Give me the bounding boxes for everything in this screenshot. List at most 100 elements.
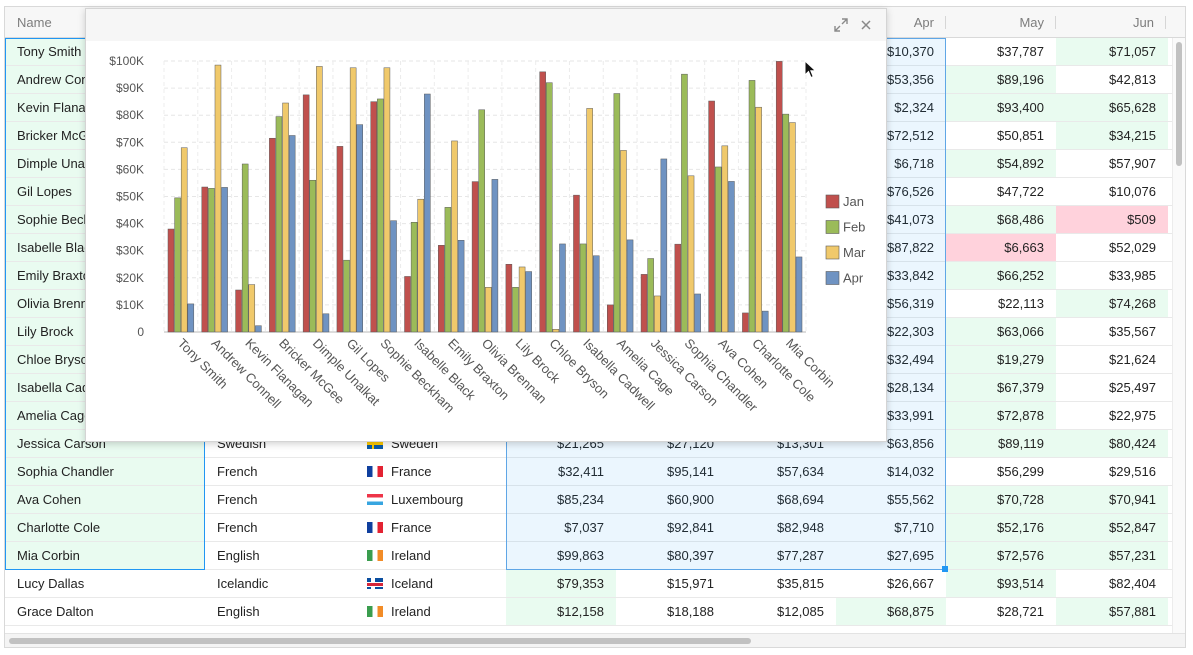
cell-apr[interactable]: $68,875 <box>836 598 946 625</box>
cell-may[interactable]: $63,066 <box>946 318 1056 345</box>
cell-apr[interactable]: $33,991 <box>887 408 934 423</box>
cell-name[interactable]: Lucy Dallas <box>17 576 85 591</box>
cell-name[interactable]: Charlotte Cole <box>5 514 205 541</box>
cell-apr[interactable]: $6,718 <box>894 156 934 171</box>
cell-mar[interactable]: $12,085 <box>777 604 824 619</box>
cell-feb[interactable]: $92,841 <box>667 520 714 535</box>
cell-apr[interactable]: $27,695 <box>887 548 934 563</box>
vertical-scrollbar[interactable] <box>1172 38 1185 633</box>
cell-jun[interactable]: $57,907 <box>1109 156 1156 171</box>
cell-jun[interactable]: $74,268 <box>1056 290 1168 317</box>
cell-jun[interactable]: $42,813 <box>1109 72 1156 87</box>
cell-mar[interactable]: $82,948 <box>777 520 824 535</box>
cell-name[interactable]: Grace Dalton <box>17 604 94 619</box>
cell-may[interactable]: $93,514 <box>946 570 1056 597</box>
cell-apr[interactable]: $2,324 <box>894 100 934 115</box>
cell-may[interactable]: $52,176 <box>946 514 1056 541</box>
cell-jan[interactable]: $32,411 <box>557 464 604 479</box>
cell-jun[interactable]: $52,847 <box>1056 514 1168 541</box>
cell-apr[interactable]: $7,710 <box>894 520 934 535</box>
cell-may[interactable]: $22,113 <box>997 296 1044 311</box>
cell-jun[interactable]: $57,881 <box>1056 598 1168 625</box>
cell-apr[interactable]: $72,512 <box>887 128 934 143</box>
cell-may[interactable]: $70,728 <box>946 486 1056 513</box>
cell-language[interactable]: French <box>217 520 258 535</box>
cell-may[interactable]: $50,851 <box>997 128 1044 143</box>
cell-jun[interactable]: $22,975 <box>1109 408 1156 423</box>
cell-name[interactable]: Ava Cohen <box>5 486 205 513</box>
cell-language[interactable]: French <box>217 464 258 479</box>
cell-jun[interactable]: $35,567 <box>1109 324 1156 339</box>
cell-jun[interactable]: $70,941 <box>1056 486 1168 513</box>
cell-may[interactable]: $56,299 <box>997 464 1044 479</box>
cell-jun[interactable]: $509 <box>1056 206 1168 233</box>
cell-apr[interactable]: $28,134 <box>887 380 934 395</box>
cell-mar[interactable]: $68,694 <box>777 492 824 507</box>
cell-jun[interactable]: $21,624 <box>1109 352 1156 367</box>
table-row[interactable]: Lucy Dallas Icelandic Iceland $79,353 $15,97… <box>5 570 1185 598</box>
cell-may[interactable]: $6,663 <box>946 234 1056 261</box>
cell-may[interactable]: $72,878 <box>946 402 1056 429</box>
cell-may[interactable]: $89,119 <box>946 430 1056 457</box>
cell-jun[interactable]: $25,497 <box>1109 380 1156 395</box>
expand-icon[interactable] <box>832 16 850 34</box>
cell-may[interactable]: $66,252 <box>946 262 1056 289</box>
cell-jan[interactable]: $12,158 <box>506 598 616 625</box>
cell-language[interactable]: French <box>217 492 258 507</box>
cell-apr[interactable]: $14,032 <box>887 464 934 479</box>
cell-may[interactable]: $54,892 <box>946 150 1056 177</box>
cell-mar[interactable]: $77,287 <box>777 548 824 563</box>
cell-apr[interactable]: $55,562 <box>887 492 934 507</box>
cell-name[interactable]: Sophia Chandler <box>5 458 205 485</box>
cell-language[interactable]: Icelandic <box>217 576 269 591</box>
cell-country[interactable]: France <box>355 514 506 541</box>
cell-feb[interactable]: $60,900 <box>667 492 714 507</box>
table-row[interactable]: Mia Corbin English Ireland $99,863 $80,397 $7… <box>5 542 1185 570</box>
cell-may[interactable]: $37,787 <box>997 44 1044 59</box>
cell-jan[interactable]: $85,234 <box>557 492 604 507</box>
horizontal-scroll-thumb[interactable] <box>9 638 751 644</box>
cell-country[interactable]: France <box>355 458 506 485</box>
cell-jun[interactable]: $52,029 <box>1109 240 1156 255</box>
column-header-jun[interactable]: Jun <box>1056 7 1166 38</box>
cell-may[interactable]: $72,576 <box>946 542 1056 569</box>
cell-jan[interactable]: $79,353 <box>506 570 616 597</box>
cell-jun[interactable]: $65,628 <box>1056 94 1168 121</box>
cell-apr[interactable]: $26,667 <box>887 576 934 591</box>
column-header-apr[interactable]: Apr <box>836 7 946 38</box>
chart-dialog-titlebar[interactable] <box>86 9 886 41</box>
table-row[interactable]: Sophia Chandler French France $32,411 $95,14… <box>5 458 1185 486</box>
cell-jun[interactable]: $82,404 <box>1109 576 1156 591</box>
cell-jan[interactable]: $7,037 <box>564 520 604 535</box>
cell-jun[interactable]: $80,424 <box>1056 430 1168 457</box>
close-icon[interactable] <box>857 16 875 34</box>
cell-may[interactable]: $67,379 <box>946 374 1056 401</box>
cell-may[interactable]: $89,196 <box>946 66 1056 93</box>
cell-jun[interactable]: $71,057 <box>1056 38 1168 65</box>
fill-handle[interactable] <box>942 566 948 572</box>
cell-apr[interactable]: $41,073 <box>887 212 934 227</box>
cell-may[interactable]: $68,486 <box>946 206 1056 233</box>
vertical-scroll-thumb[interactable] <box>1176 42 1182 166</box>
cell-name[interactable]: Mia Corbin <box>5 542 205 569</box>
cell-jun[interactable]: $33,985 <box>1109 268 1156 283</box>
cell-apr[interactable]: $76,526 <box>887 184 934 199</box>
horizontal-scrollbar[interactable] <box>5 633 1185 647</box>
cell-jun[interactable]: $29,516 <box>1109 464 1156 479</box>
cell-mar[interactable]: $35,815 <box>777 576 824 591</box>
cell-may[interactable]: $19,279 <box>946 346 1056 373</box>
column-header-may[interactable]: May <box>946 7 1056 38</box>
cell-feb[interactable]: $18,188 <box>667 604 714 619</box>
cell-may[interactable]: $93,400 <box>946 94 1056 121</box>
cell-jun[interactable]: $34,215 <box>1056 122 1168 149</box>
cell-country[interactable]: Luxembourg <box>355 486 506 513</box>
cell-jun[interactable]: $57,231 <box>1056 542 1168 569</box>
cell-apr[interactable]: $33,842 <box>887 268 934 283</box>
table-row[interactable]: Ava Cohen French Luxembourg $85,234 $60,900 $… <box>5 486 1185 514</box>
cell-country[interactable]: Ireland <box>355 542 506 569</box>
cell-feb[interactable]: $95,141 <box>667 464 714 479</box>
cell-apr[interactable]: $22,303 <box>887 324 934 339</box>
cell-apr[interactable]: $10,370 <box>887 44 934 59</box>
cell-may[interactable]: $28,721 <box>997 604 1044 619</box>
cell-language[interactable]: English <box>217 604 260 619</box>
